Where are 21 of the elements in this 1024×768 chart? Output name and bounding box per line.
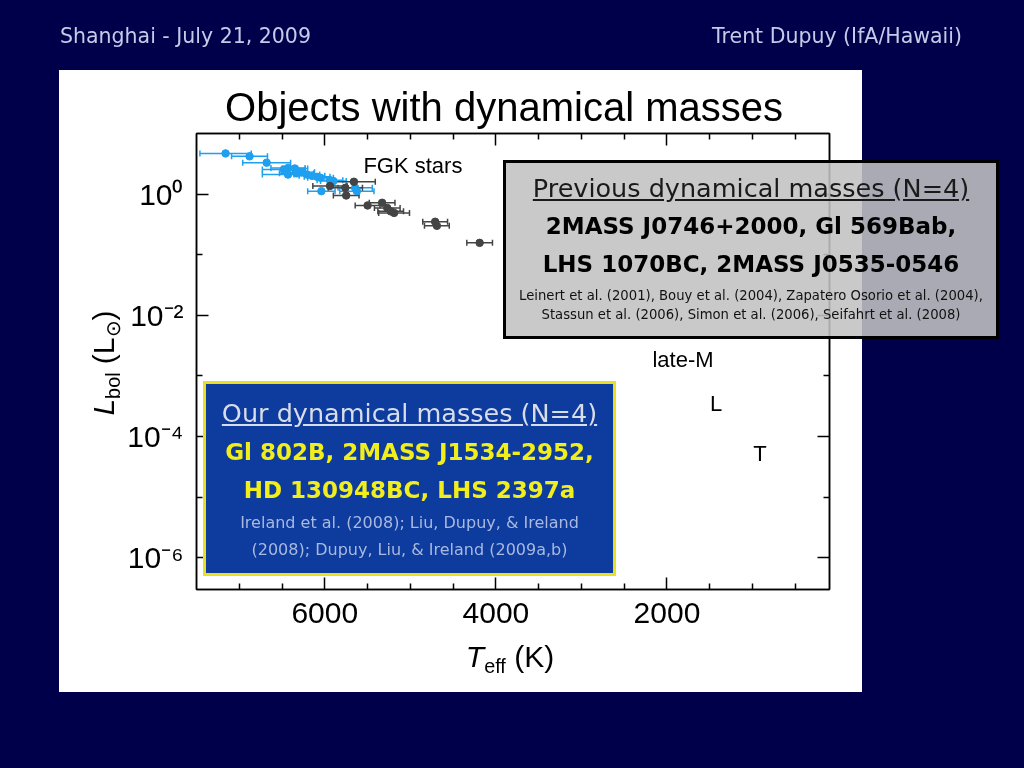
annotation: Gl 802B, 2MASS J1534-2952, HD 130948BC, LHS 2397a (224, 438, 595, 505)
annotation: Our dynamical masses (N=4) (220, 397, 599, 430)
y-tick-label: 10⁻⁴ (127, 420, 184, 454)
y-tick-label: 10⁰ (139, 177, 184, 211)
y-tick-label: 10⁻⁶ (127, 541, 184, 575)
y-tick-label: 10⁻² (130, 298, 184, 332)
annotation: late-M (651, 347, 715, 373)
x-axis-title: T$_{eff}$ (K) (464, 639, 556, 677)
chart-title: Objects with dynamical masses (224, 85, 784, 129)
annotation: Previous dynamical masses (N=4) (531, 172, 971, 205)
annotation: L (708, 391, 724, 417)
x-tick-label: 2000 (633, 595, 701, 629)
annotation: T (752, 441, 768, 467)
annotation: Leinert et al. (2001), Bouy et al. (2004), Zapatero Osorio et al. (2004), Stassun et al. (2006), Simon et al. (2006), Seifahrt et al. (2008) (518, 287, 984, 324)
text: Shanghai - July 21, 2009 (60, 24, 311, 48)
annotation: FGK stars (363, 152, 463, 178)
annotation: 2MASS J0746+2000, Gl 569Bab, LHS 1070BC, 2MASS J0535-0546 (541, 212, 961, 279)
text: Trent Dupuy (IfA/Hawaii) (712, 24, 962, 48)
x-tick-label: 4000 (462, 595, 530, 629)
annotation: Ireland et al. (2008); Liu, Dupuy, & Ireland (2008); Dupuy, Liu, & Ireland (2009a,b) (239, 512, 580, 561)
x-tick-label: 6000 (291, 595, 359, 629)
